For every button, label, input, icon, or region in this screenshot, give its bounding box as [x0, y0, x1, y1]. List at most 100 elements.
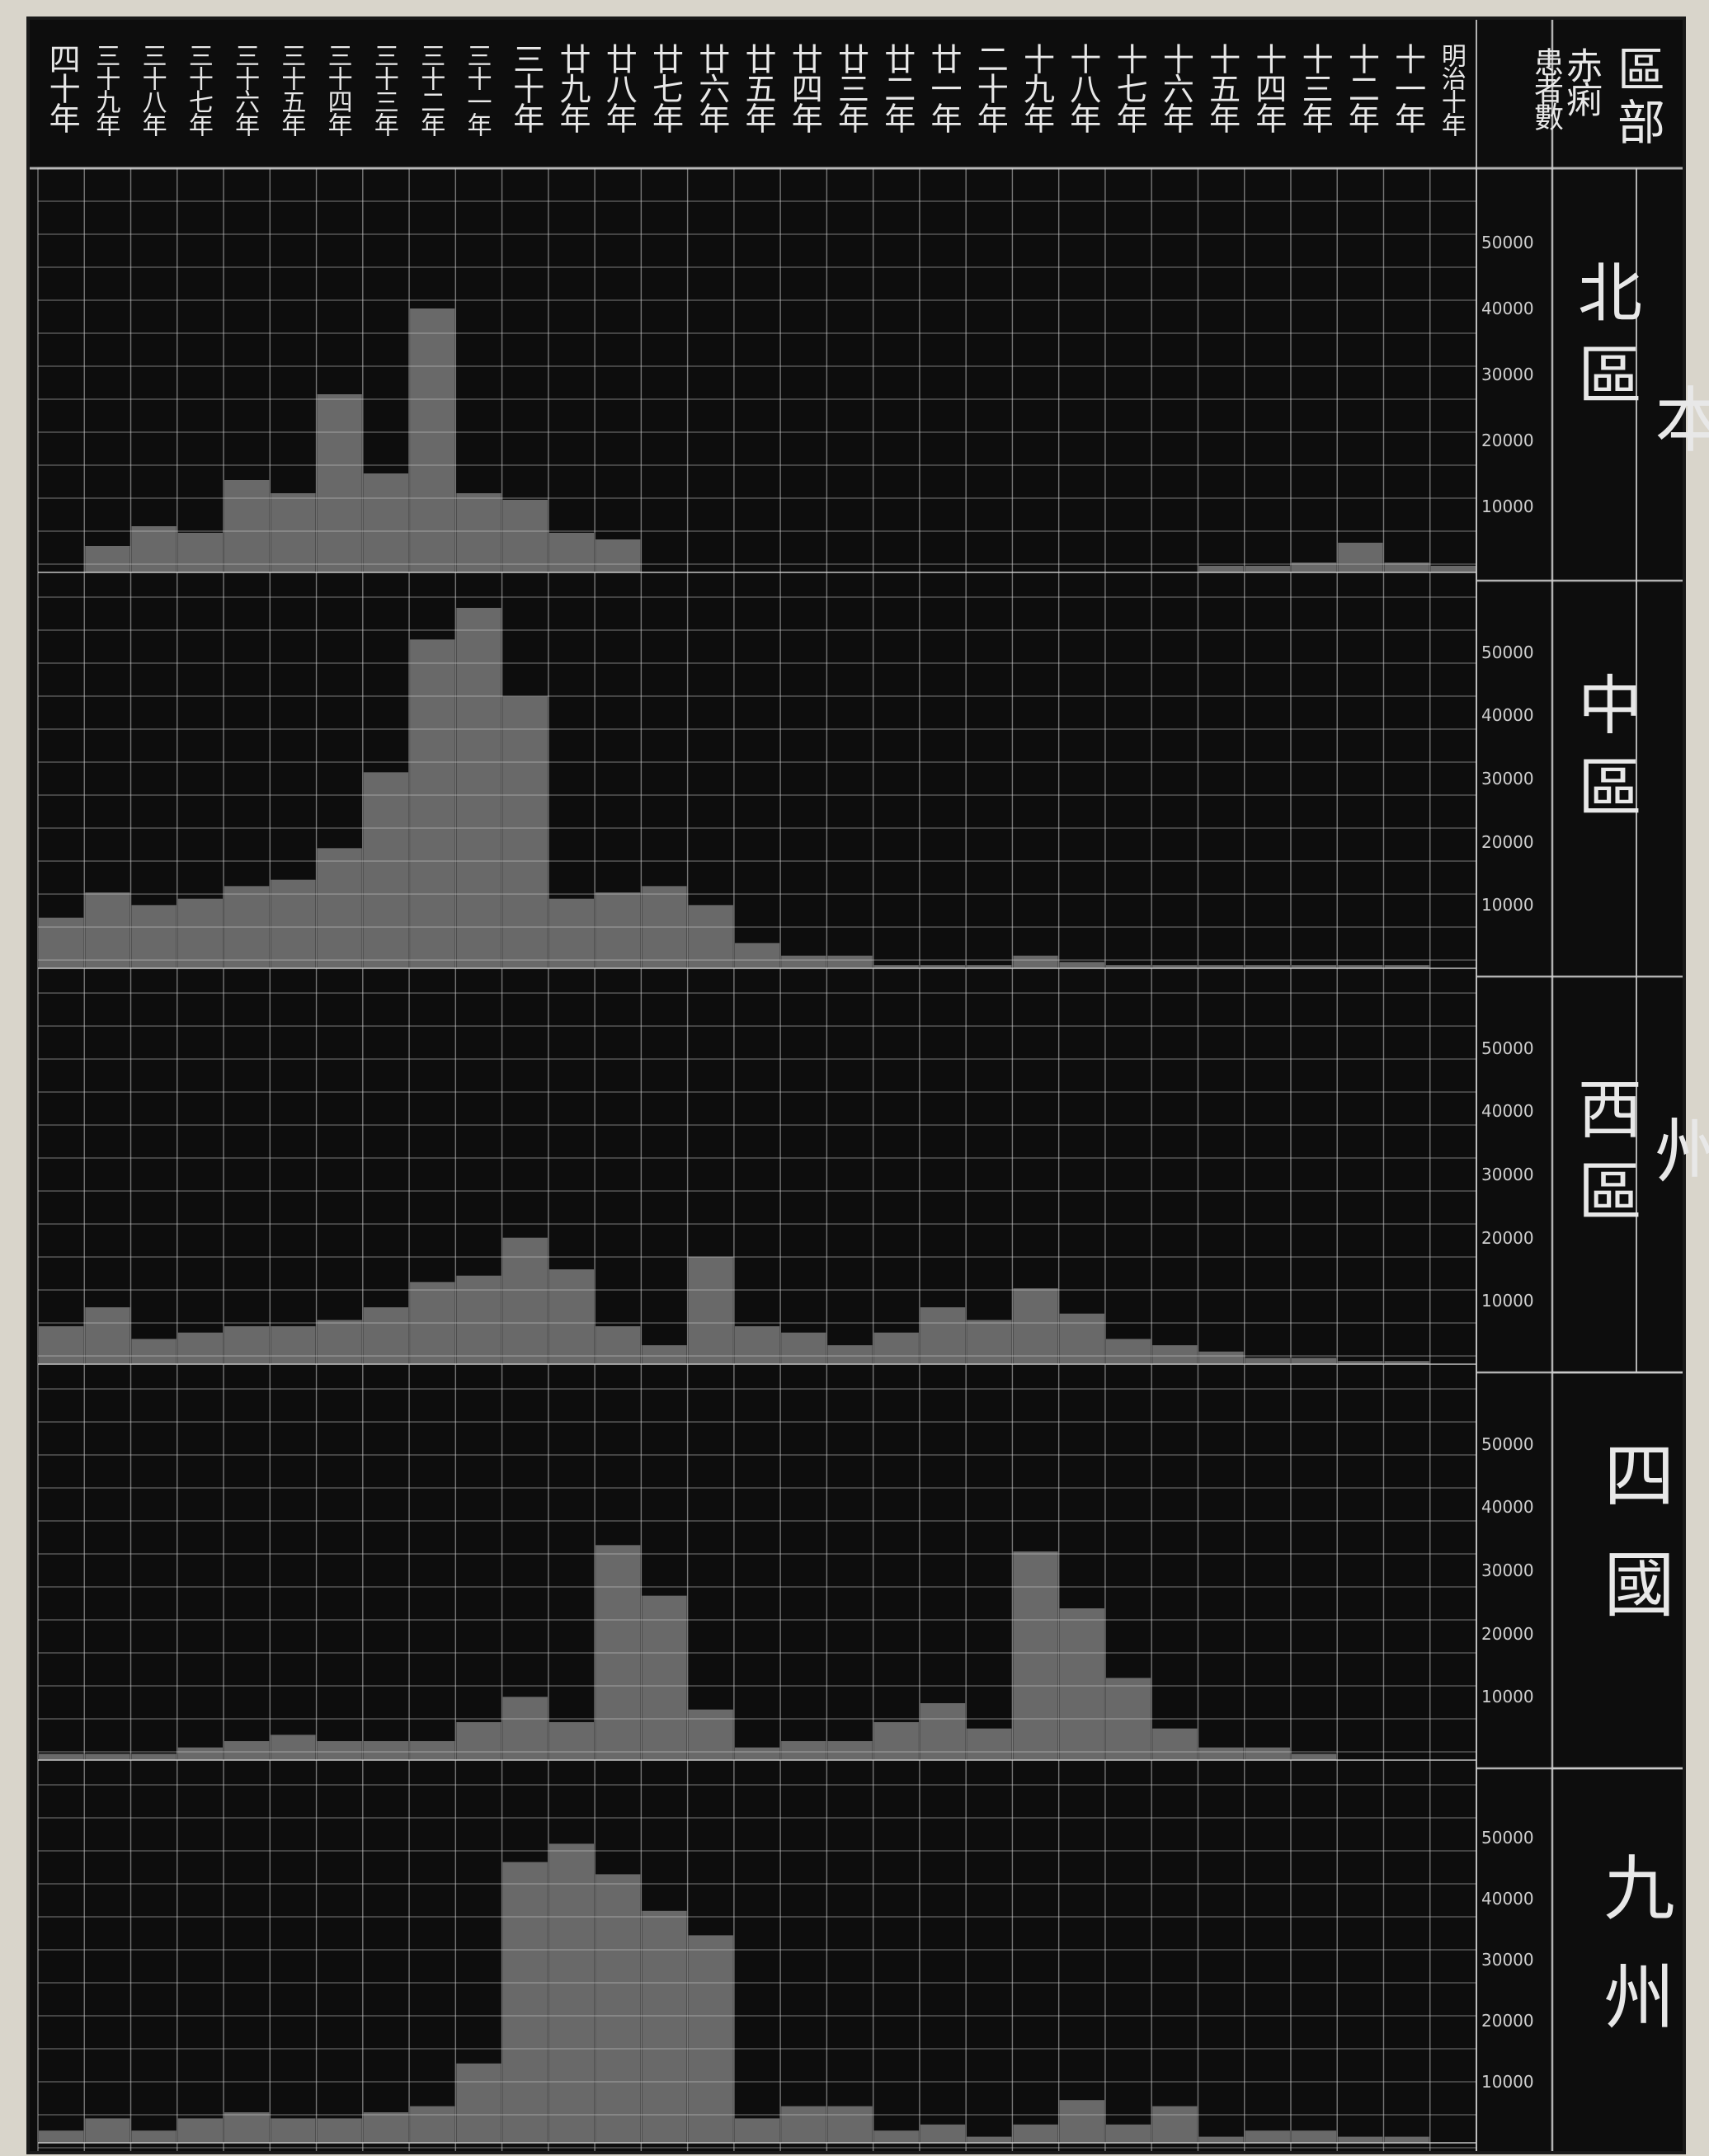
year-label-29: 三十八年 — [137, 43, 167, 135]
y-tick-5-2: 20000 — [1481, 2011, 1534, 2031]
bar-2-6 — [1198, 965, 1244, 968]
bar-2-3 — [1338, 965, 1383, 968]
y-tick-5-4: 40000 — [1481, 1889, 1534, 1909]
region-label-west: 西區 — [1567, 1076, 1641, 1240]
bar-5-9 — [1059, 2100, 1104, 2143]
bar-3-9 — [1059, 1313, 1104, 1364]
bar-4-26 — [271, 1735, 316, 1760]
bar-4-25 — [317, 1741, 362, 1760]
bar-3-24 — [363, 1307, 409, 1364]
dysentery-chart — [30, 20, 1683, 2151]
year-label-25: 三十四年 — [322, 43, 352, 135]
bar-3-5 — [1245, 1358, 1290, 1364]
corner-label: 區部 — [1609, 45, 1665, 150]
bar-2-2 — [1384, 965, 1429, 968]
y-tick-1-2: 20000 — [1481, 431, 1534, 450]
bar-1-28 — [177, 533, 224, 572]
y-tick-1-3: 30000 — [1481, 365, 1534, 384]
bar-4-23 — [410, 1741, 455, 1760]
bar-5-5 — [1245, 2130, 1290, 2143]
region-label-north: 北區 — [1567, 259, 1641, 424]
year-label-10: 十九年 — [1018, 43, 1055, 132]
bar-3-6 — [1198, 1351, 1244, 1364]
year-label-7: 十六年 — [1157, 43, 1194, 132]
bar-1-26 — [271, 493, 316, 572]
bar-2-24 — [363, 772, 409, 968]
y-tick-3-1: 10000 — [1481, 1291, 1534, 1311]
bar-3-8 — [1105, 1339, 1151, 1364]
bar-5-20 — [548, 1843, 595, 2143]
bar-3-29 — [131, 1339, 177, 1364]
y-tick-3-3: 30000 — [1481, 1165, 1534, 1184]
y-tick-1-4: 40000 — [1481, 299, 1534, 318]
bar-4-15 — [781, 1741, 826, 1760]
bar-5-29 — [131, 2130, 177, 2143]
region-label-shikoku: 四國 — [1591, 1438, 1674, 1656]
bar-4-10 — [1013, 1551, 1058, 1760]
year-label-21: 三十年 — [507, 43, 544, 132]
bar-3-7 — [1152, 1345, 1198, 1364]
bar-2-27 — [224, 886, 270, 968]
year-label-23: 三十二年 — [416, 43, 445, 135]
bar-4-21 — [502, 1697, 548, 1760]
bar-4-20 — [548, 1722, 595, 1760]
bar-5-30 — [85, 2118, 130, 2143]
bar-5-16 — [734, 2118, 780, 2143]
bar-2-23 — [410, 639, 455, 968]
bar-4-16 — [734, 1747, 780, 1760]
region-label-honshu: 本州 — [1642, 383, 1709, 1844]
year-label-19: 廿八年 — [600, 43, 638, 132]
bar-5-17 — [688, 1935, 733, 2143]
bar-2-15 — [781, 955, 826, 968]
bar-3-4 — [1291, 1358, 1337, 1364]
bar-2-8 — [1105, 965, 1151, 968]
bar-2-18 — [642, 886, 687, 968]
year-label-30: 三十九年 — [91, 43, 120, 135]
y-tick-4-2: 20000 — [1481, 1623, 1534, 1644]
y-tick-1-5: 50000 — [1481, 233, 1534, 252]
bar-4-31 — [39, 1754, 84, 1760]
bars-layer — [39, 308, 1476, 2143]
bar-2-16 — [734, 943, 780, 968]
year-label-31: 四十年 — [44, 43, 81, 132]
bar-4-19 — [596, 1545, 641, 1760]
bar-3-19 — [596, 1326, 641, 1364]
bar-3-11 — [967, 1320, 1012, 1364]
bar-1-25 — [317, 394, 362, 572]
bar-2-22 — [456, 608, 501, 968]
bar-2-28 — [177, 898, 224, 968]
bar-3-15 — [781, 1332, 826, 1364]
region-label-central: 中區 — [1567, 671, 1641, 836]
year-label-27: 三十六年 — [230, 43, 260, 135]
bar-1-27 — [224, 480, 270, 572]
bar-3-18 — [642, 1345, 687, 1364]
bar-4-17 — [688, 1709, 733, 1760]
bar-4-28 — [177, 1747, 224, 1760]
bar-5-10 — [1013, 2124, 1058, 2143]
year-label-28: 三十七年 — [183, 43, 213, 135]
bar-3-31 — [39, 1326, 84, 1364]
bar-2-30 — [85, 892, 130, 968]
bar-4-30 — [85, 1754, 130, 1760]
year-label-2: 十一年 — [1389, 43, 1426, 132]
bar-1-30 — [85, 546, 130, 572]
bar-4-12 — [920, 1703, 966, 1760]
bar-2-25 — [317, 848, 362, 968]
bar-5-24 — [363, 2112, 409, 2143]
y-tick-5-3: 30000 — [1481, 1950, 1534, 1970]
bar-1-23 — [410, 308, 455, 572]
year-label-4: 十三年 — [1297, 43, 1334, 132]
bar-2-21 — [502, 696, 548, 968]
bar-5-11 — [967, 2136, 1012, 2143]
bar-3-14 — [827, 1345, 873, 1364]
bar-4-5 — [1245, 1747, 1290, 1760]
y-tick-2-5: 50000 — [1481, 642, 1534, 662]
bar-5-14 — [827, 2106, 873, 2143]
y-tick-4-1: 10000 — [1481, 1687, 1534, 1707]
bar-5-6 — [1198, 2136, 1244, 2143]
bar-5-7 — [1152, 2106, 1198, 2143]
metric-label-col2: 患者數 — [1529, 47, 1563, 129]
bar-4-18 — [642, 1595, 687, 1760]
bar-5-8 — [1105, 2124, 1151, 2143]
year-label-1: 明治十年 — [1436, 43, 1466, 135]
